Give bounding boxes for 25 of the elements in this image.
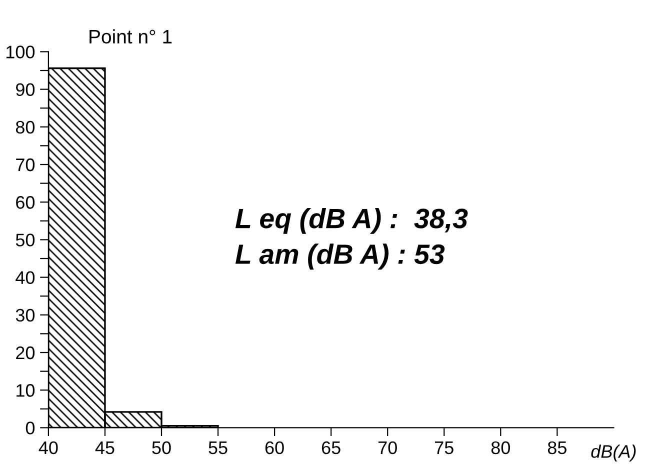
y-tick-label: 40 [16,271,35,284]
x-tick-label: 60 [265,441,284,454]
y-tick-label: 50 [16,234,35,246]
x-tick-label: 75 [435,442,454,454]
annotation: L am (dB A) : 53 [235,244,445,270]
x-tick-label: 40 [38,441,58,454]
x-tick-label: 80 [491,441,510,454]
x-tick-label: 85 [548,441,566,454]
y-tick-label: 20 [16,346,35,360]
y-tick-label: 10 [16,384,35,397]
annotation: L eq (dB A) : 38,3 [235,208,468,234]
chart-title: Point n° 1 [90,29,172,44]
y-tick-label: 70 [16,158,35,172]
y-tick-label: 80 [16,120,35,134]
y-tick-label: 60 [16,196,35,209]
y-tick-label: 0 [26,422,35,434]
y-tick-label: 30 [16,308,35,322]
y-tick-label: 100 [6,46,35,58]
x-tick-label: 55 [208,442,228,454]
x-tick-label: 45 [95,442,114,454]
x-tick-label: 70 [378,441,397,454]
x-tick-label: 50 [152,441,171,454]
x-axis-title: dB(A) [591,444,636,462]
x-tick-label: 65 [322,441,340,454]
y-tick-label: 90 [16,83,35,96]
